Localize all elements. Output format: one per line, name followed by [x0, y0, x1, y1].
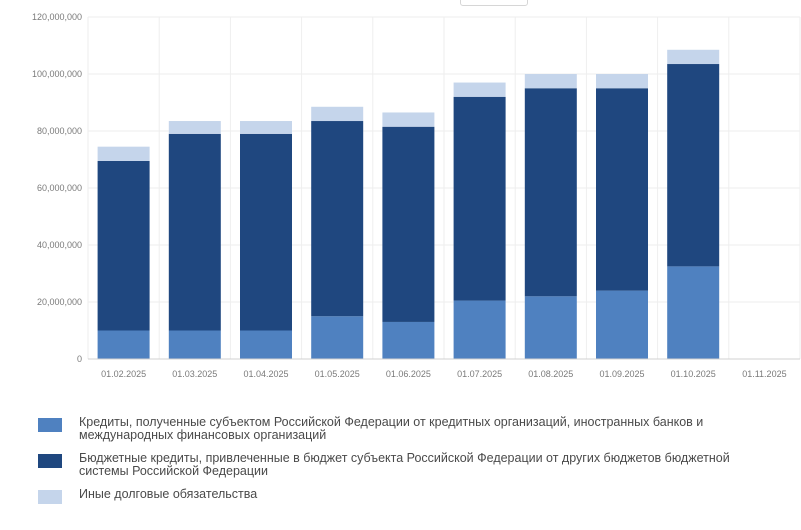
- bar-segment: [667, 64, 720, 267]
- bar-segment: [667, 49, 720, 65]
- bar-segment: [453, 96, 506, 301]
- legend-label: Иные долговые обязательства: [79, 487, 258, 501]
- chart-area: 0 20,000,000 40,000,000 60,000,000 80,000,00…: [32, 0, 801, 379]
- bar-segment: [524, 88, 577, 297]
- legend-item[interactable]: Кредиты, полученные субъектом Российской…: [38, 416, 778, 442]
- y-tick-label: 60,000,000: [37, 183, 82, 193]
- x-tick-label: 01.06.2025: [386, 369, 431, 379]
- legend-label: Кредиты, полученные субъектом Российской…: [79, 415, 704, 442]
- x-tick-label: 01.03.2025: [172, 369, 217, 379]
- bar-segment: [97, 160, 150, 331]
- x-tick-label: 01.05.2025: [315, 369, 360, 379]
- chart-toolbar-button[interactable]: [460, 0, 528, 6]
- legend-swatch: [38, 418, 62, 432]
- bar-segment: [240, 133, 292, 331]
- bar-segment: [240, 121, 292, 134]
- bar-segment: [667, 266, 720, 359]
- bar-segment: [168, 330, 221, 359]
- bar-segment: [311, 106, 364, 122]
- bar-segment: [97, 330, 150, 359]
- bar-segment: [453, 82, 506, 97]
- x-tick-label: 01.02.2025: [101, 369, 146, 379]
- bar-segment: [311, 316, 364, 359]
- legend-label: Бюджетные кредиты, привлеченные в бюджет…: [79, 451, 730, 478]
- bar-segment: [97, 146, 150, 161]
- bar-segment: [524, 296, 577, 359]
- bar-segment: [596, 290, 648, 359]
- bar-segment: [596, 74, 648, 89]
- x-tick-label: 01.11.2025: [742, 369, 786, 379]
- y-tick-label: 40,000,000: [37, 240, 82, 250]
- x-tick-label: 01.07.2025: [457, 369, 502, 379]
- x-tick-label: 01.10.2025: [671, 369, 716, 379]
- bar-segment: [168, 121, 221, 134]
- y-tick-label: 20,000,000: [37, 297, 82, 307]
- y-tick-label: 80,000,000: [37, 126, 82, 136]
- legend-swatch: [38, 454, 62, 468]
- bar-segment: [382, 112, 435, 127]
- stacked-bar-chart: 0 20,000,000 40,000,000 60,000,000 80,000,00…: [32, 12, 801, 379]
- legend-swatch: [38, 490, 62, 504]
- y-tick-label: 0: [77, 354, 82, 364]
- bar-segment: [382, 126, 435, 322]
- legend-item[interactable]: Иные долговые обязательства: [38, 488, 778, 504]
- bar-segment: [524, 74, 577, 89]
- x-tick-label: 01.08.2025: [528, 369, 573, 379]
- bar-segment: [240, 330, 292, 359]
- x-tick-label: 01.09.2025: [599, 369, 644, 379]
- bar-segment: [311, 121, 364, 317]
- bar-segment: [596, 88, 648, 291]
- chart-legend: Кредиты, полученные субъектом Российской…: [38, 416, 778, 514]
- bar-segment: [168, 133, 221, 331]
- legend-item[interactable]: Бюджетные кредиты, привлеченные в бюджет…: [38, 452, 778, 478]
- y-tick-label: 120,000,000: [32, 12, 82, 22]
- y-tick-label: 100,000,000: [32, 69, 82, 79]
- x-tick-label: 01.04.2025: [243, 369, 288, 379]
- bar-segment: [453, 300, 506, 359]
- bar-segment: [382, 321, 435, 359]
